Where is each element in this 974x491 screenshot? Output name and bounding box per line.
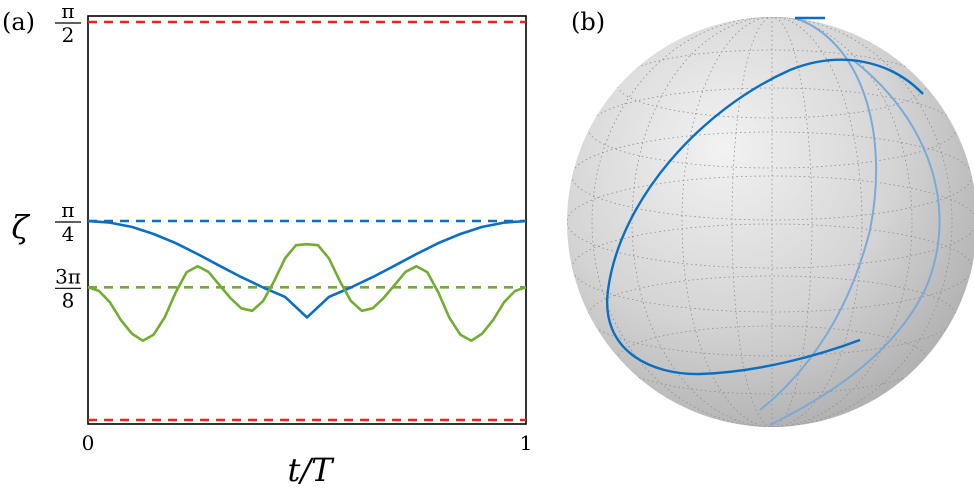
y-tick-den-2: 8	[62, 288, 75, 312]
y-tick-den-1: 4	[62, 222, 75, 246]
trajectory-back-2	[759, 17, 878, 411]
plot-lines	[87, 20, 527, 422]
trajectory-front	[605, 58, 924, 376]
trajectory-back	[769, 59, 941, 426]
y-tick-num-0: π	[61, 0, 74, 23]
y-tick-num-1: π	[61, 198, 74, 222]
series-line-5	[87, 242, 527, 343]
x-tick-label-0: 0	[82, 431, 95, 455]
panel-b: (b)	[567, 8, 974, 427]
y-tick-num-2: 3π	[55, 264, 81, 288]
panel-b-label: (b)	[571, 8, 605, 36]
series-line-4	[87, 219, 527, 319]
bloch-sphere	[567, 17, 974, 427]
y-tick-den-0: 2	[62, 23, 75, 47]
x-axis-label: t/T	[288, 451, 336, 489]
x-tick-label-1: 1	[520, 431, 533, 455]
y-axis-label: ζ	[11, 208, 30, 246]
panel-a-label: (a)	[2, 8, 35, 36]
